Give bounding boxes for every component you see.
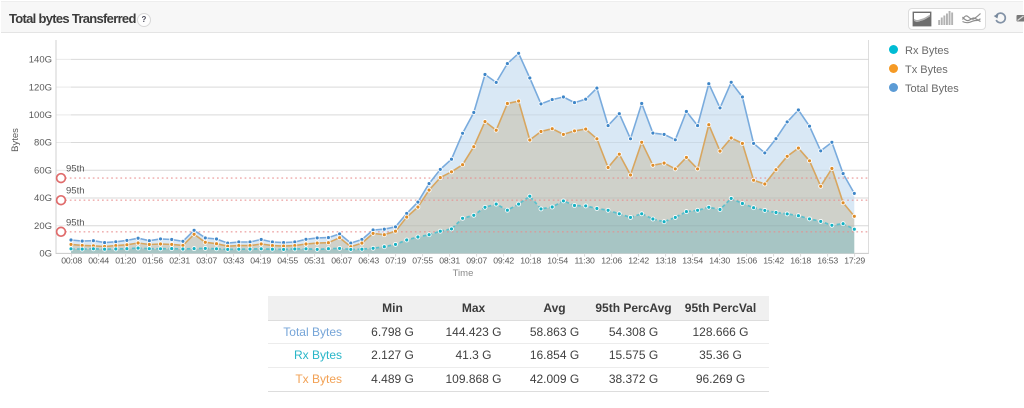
svg-text:02:31: 02:31 xyxy=(169,256,190,266)
svg-text:120G: 120G xyxy=(29,82,52,93)
svg-text:40G: 40G xyxy=(34,193,52,204)
svg-text:01:56: 01:56 xyxy=(142,256,163,266)
svg-text:140G: 140G xyxy=(29,55,52,66)
svg-text:03:07: 03:07 xyxy=(196,256,217,266)
svg-text:12:42: 12:42 xyxy=(628,256,649,266)
svg-text:01:20: 01:20 xyxy=(115,256,136,266)
svg-text:12:06: 12:06 xyxy=(601,256,622,266)
svg-text:16:53: 16:53 xyxy=(817,256,838,266)
svg-text:06:43: 06:43 xyxy=(358,256,379,266)
svg-text:06:07: 06:07 xyxy=(331,256,352,266)
svg-text:07:19: 07:19 xyxy=(385,256,406,266)
svg-text:Time: Time xyxy=(453,268,474,279)
svg-text:95th: 95th xyxy=(66,186,85,197)
svg-text:09:42: 09:42 xyxy=(493,256,514,266)
svg-text:17:29: 17:29 xyxy=(844,256,865,266)
svg-text:11:30: 11:30 xyxy=(575,256,595,266)
svg-text:14:30: 14:30 xyxy=(709,256,730,266)
svg-text:04:19: 04:19 xyxy=(250,256,271,266)
svg-text:03:43: 03:43 xyxy=(223,256,244,266)
svg-text:10:18: 10:18 xyxy=(520,256,541,266)
svg-text:0G: 0G xyxy=(39,249,52,260)
svg-text:04:55: 04:55 xyxy=(277,256,298,266)
svg-text:60G: 60G xyxy=(34,166,52,177)
svg-text:05:31: 05:31 xyxy=(304,256,325,266)
svg-text:00:08: 00:08 xyxy=(61,256,82,266)
svg-text:10:54: 10:54 xyxy=(547,256,568,266)
svg-text:09:07: 09:07 xyxy=(466,256,487,266)
svg-text:95th: 95th xyxy=(66,164,85,175)
svg-text:00:44: 00:44 xyxy=(88,256,109,266)
svg-text:07:55: 07:55 xyxy=(412,256,433,266)
svg-text:13:18: 13:18 xyxy=(655,256,676,266)
svg-text:15:42: 15:42 xyxy=(763,256,784,266)
svg-text:16:18: 16:18 xyxy=(790,256,811,266)
svg-text:95th: 95th xyxy=(66,217,85,228)
svg-text:100G: 100G xyxy=(29,110,52,121)
svg-text:80G: 80G xyxy=(34,138,52,149)
svg-text:08:31: 08:31 xyxy=(439,256,460,266)
svg-text:20G: 20G xyxy=(34,221,52,232)
svg-text:15:06: 15:06 xyxy=(736,256,757,266)
svg-text:Bytes: Bytes xyxy=(10,128,21,152)
svg-text:13:54: 13:54 xyxy=(682,256,703,266)
